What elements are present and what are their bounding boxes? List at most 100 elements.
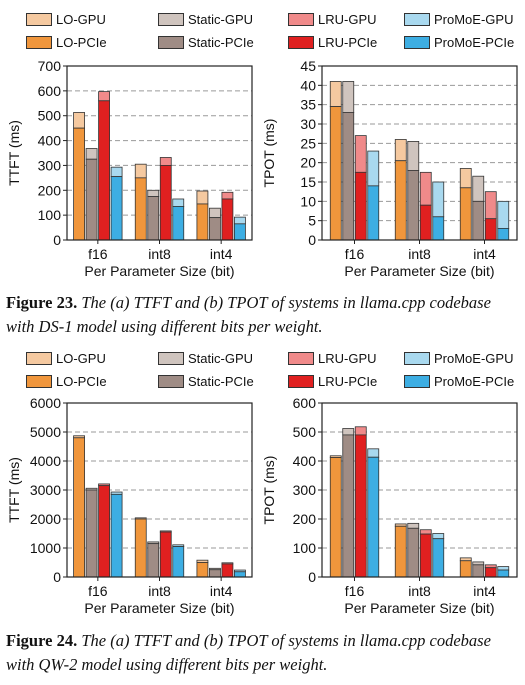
y-tick-label: 20 <box>300 155 316 171</box>
bar-promoe-gpu <box>432 181 445 218</box>
bar-promoe-gpu <box>367 150 380 187</box>
x-axis-label: Per Parameter Size (bit) <box>84 600 234 616</box>
y-tick-label: 0 <box>308 232 316 248</box>
bar-lru-gpu <box>484 564 497 569</box>
legend-item-promoe-gpu: ProMoE-GPU <box>404 351 513 366</box>
legend-label: ProMoE-GPU <box>434 12 514 27</box>
legend-label: ProMoE-PCIe <box>434 374 515 389</box>
bar-lo-pcie <box>73 437 85 578</box>
legend-label: LRU-GPU <box>318 351 377 366</box>
y-tick-label: 3000 <box>30 482 61 498</box>
legend-label: ProMoE-GPU <box>434 351 514 366</box>
bar-lru-pcie <box>354 171 367 241</box>
y-tick-label: 600 <box>293 395 317 411</box>
bar-promoe-gpu <box>234 216 246 225</box>
bar-lru-gpu <box>354 426 367 436</box>
bar-static-pcie <box>342 112 355 241</box>
bar-lru-gpu <box>354 135 367 173</box>
x-tick-label: f16 <box>345 246 365 262</box>
y-tick-label: 300 <box>293 482 317 498</box>
legend-swatch <box>288 13 314 26</box>
y-tick-label: 0 <box>53 232 61 248</box>
x-tick-label: int8 <box>148 583 171 599</box>
bar-static-gpu <box>472 561 485 566</box>
y-axis-label: TTFT (ms) <box>6 120 22 186</box>
y-tick-label: 10 <box>300 193 316 209</box>
y-tick-label: 6000 <box>30 395 61 411</box>
legend-swatch <box>288 352 314 365</box>
y-tick-label: 300 <box>38 157 62 173</box>
bar-lo-gpu <box>196 190 209 205</box>
legend-label: LO-GPU <box>56 12 106 27</box>
bar-lru-pcie <box>419 204 432 241</box>
legend-swatch <box>404 375 430 388</box>
x-tick-label: int4 <box>473 583 496 599</box>
bar-lru-pcie <box>159 165 172 241</box>
legend-swatch <box>288 36 314 49</box>
legend-swatch <box>26 375 52 388</box>
caption-figure-24: Figure 24. The (a) TTFT and (b) TPOT of … <box>6 629 521 677</box>
y-tick-label: 5 <box>308 213 316 229</box>
legend-label: Static-PCIe <box>188 374 254 389</box>
legend-item-static-gpu: Static-GPU <box>158 351 253 366</box>
plot-frame <box>66 65 253 241</box>
y-tick-label: 500 <box>38 108 62 124</box>
x-tick-label: int8 <box>148 246 171 262</box>
bar-static-pcie <box>209 569 221 578</box>
bar-lo-gpu <box>73 112 85 129</box>
bar-promoe-pcie <box>172 206 185 241</box>
plot-frame <box>66 402 253 578</box>
bar-static-gpu <box>407 141 420 171</box>
bar-lo-pcie <box>196 562 209 578</box>
bar-lru-pcie <box>159 531 172 578</box>
bar-lru-pcie <box>484 218 497 241</box>
y-tick-label: 0 <box>308 569 316 585</box>
bar-static-pcie <box>147 543 160 578</box>
bar-promoe-gpu <box>497 200 510 229</box>
bar-lru-gpu <box>221 191 234 200</box>
plot-frame <box>321 65 518 241</box>
y-tick-label: 15 <box>300 174 316 190</box>
legend-item-static-pcie: Static-PCIe <box>158 35 254 50</box>
chart-ttft-qw2: 0 1000 2000 3000 4000 5000 6000 f16 int8 int4Per … <box>6 395 253 616</box>
bar-lo-pcie <box>329 106 342 241</box>
legend-figure-24: LO-GPU Static-GPU LRU-GPU ProMoE-GPU LO-PCIe… <box>26 351 516 397</box>
bar-static-gpu <box>147 189 160 197</box>
legend-swatch <box>26 13 52 26</box>
legend-swatch <box>26 352 52 365</box>
bar-promoe-gpu <box>497 566 510 571</box>
legend-label: Static-PCIe <box>188 35 254 50</box>
y-tick-label: 4000 <box>30 453 61 469</box>
bar-lru-pcie <box>98 100 110 241</box>
bar-static-pcie <box>209 217 221 241</box>
plot-frame <box>321 402 518 578</box>
figure-23: LO-GPU Static-GPU LRU-GPU ProMoE-GPU LO-PCIe… <box>6 12 521 339</box>
bar-lru-pcie <box>221 563 234 578</box>
bar-promoe-pcie <box>497 569 510 578</box>
bar-promoe-gpu <box>432 533 445 540</box>
bar-promoe-pcie <box>110 176 123 241</box>
caption-text: The (a) TTFT and (b) TPOT of systems in … <box>6 631 491 674</box>
y-tick-label: 45 <box>300 58 316 74</box>
y-tick-label: 30 <box>300 116 316 132</box>
bar-lru-gpu <box>159 157 172 166</box>
bar-lru-gpu <box>484 191 497 220</box>
legend-item-lru-pcie: LRU-PCIe <box>288 35 377 50</box>
y-tick-label: 5000 <box>30 424 61 440</box>
figure-24: LO-GPU Static-GPU LRU-GPU ProMoE-GPU LO-PCIe… <box>0 345 525 685</box>
legend-swatch <box>158 36 184 49</box>
legend-figure-23: LO-GPU Static-GPU LRU-GPU ProMoE-GPU LO-PCIe… <box>26 12 516 58</box>
bar-static-pcie <box>472 200 485 241</box>
bar-promoe-gpu <box>367 448 380 458</box>
caption-figure-23: Figure 23. The (a) TTFT and (b) TPOT of … <box>6 291 521 339</box>
y-tick-label: 200 <box>293 511 317 527</box>
bar-lo-gpu <box>329 81 342 108</box>
legend-label: Static-GPU <box>188 12 254 27</box>
legend-item-promoe-gpu: ProMoE-GPU <box>404 12 513 27</box>
y-tick-label: 0 <box>53 569 61 585</box>
legend-swatch <box>404 352 430 365</box>
x-tick-label: int8 <box>408 583 431 599</box>
bar-static-pcie <box>472 564 485 578</box>
bar-promoe-gpu <box>172 198 185 207</box>
